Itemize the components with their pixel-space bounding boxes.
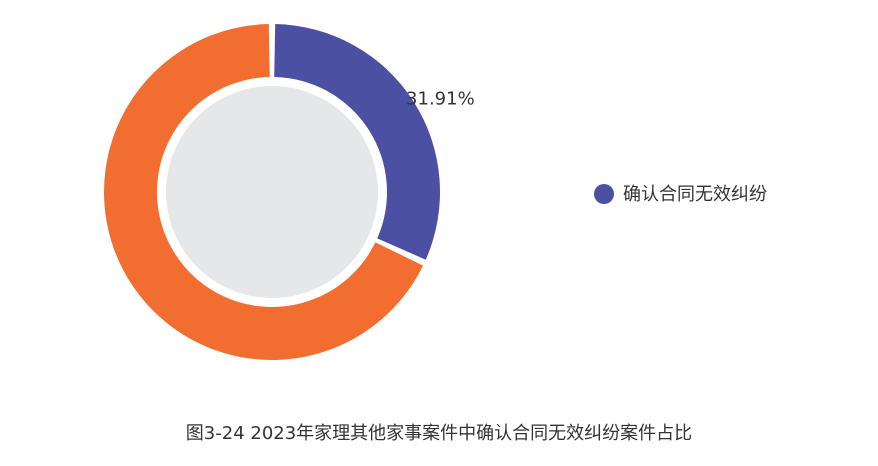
data-label-marker <box>388 106 403 121</box>
donut-center <box>166 86 378 298</box>
data-label: 31.91% <box>406 88 475 109</box>
legend: 确认合同无效纠纷 <box>594 184 767 205</box>
legend-marker <box>594 184 614 204</box>
legend-label: 确认合同无效纠纷 <box>623 184 767 205</box>
data-labels: 31.91% <box>388 88 475 121</box>
pie-slice-2 <box>103 24 424 361</box>
donut-slices <box>103 24 441 361</box>
pie-slice-1 <box>274 24 441 260</box>
figure-caption: 图3-24 2023年家理其他家事案件中确认合同无效纠纷案件占比 <box>185 423 693 444</box>
